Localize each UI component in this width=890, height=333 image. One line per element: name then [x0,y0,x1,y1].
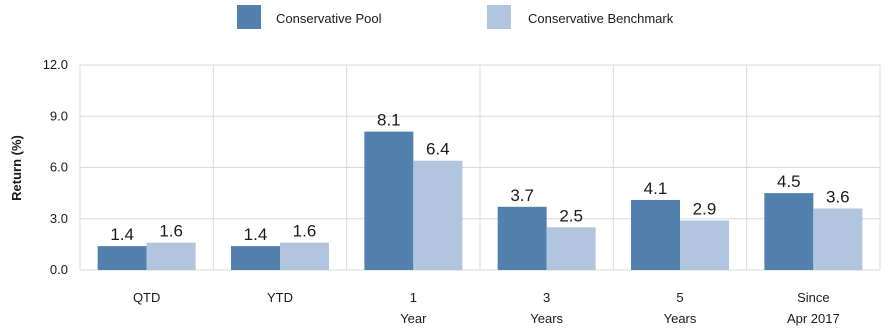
bar-pool [631,199,680,270]
x-axis-ticks: QTD YTD 1 Year 3 Years 5 Years Since Apr 2017 [133,290,840,326]
bar-benchmark [546,227,596,270]
x-tick-label: YTD [267,290,293,305]
x-tick-label: 5 [676,290,683,305]
data-label: 4.5 [777,172,801,191]
x-tick-label: Year [400,311,427,326]
legend-swatch-conservative-pool [237,5,261,29]
y-axis-label: Return (%) [9,135,24,201]
x-tick-label: Years [664,311,697,326]
gridlines [79,64,881,271]
data-label: 2.5 [559,206,583,225]
data-label: 1.6 [159,222,183,241]
data-label: 6.4 [426,140,450,159]
bar-pool [231,246,280,270]
data-label: 3.6 [826,188,850,207]
x-tick-label: 3 [543,290,550,305]
data-label: 1.4 [244,225,268,244]
data-label: 3.7 [510,186,534,205]
bar-benchmark [280,242,329,270]
bar-pool [497,206,547,270]
bar-benchmark [813,208,863,270]
bar-pool [97,246,147,270]
data-label: 2.9 [693,199,717,218]
y-tick-label: 3.0 [50,211,68,226]
data-label: 1.6 [293,222,317,241]
bar-benchmark [146,242,196,270]
data-label: 8.1 [377,111,401,130]
legend-swatch-conservative-benchmark [487,5,511,29]
x-tick-label: Since [797,290,830,305]
data-labels: 1.4 1.6 1.4 1.6 8.1 6.4 3.7 2.5 4.1 2.9 4.5 3.6 [110,111,849,244]
bar-pool [364,131,414,270]
y-tick-label: 9.0 [50,108,68,123]
data-label: 1.4 [110,225,134,244]
data-label: 4.1 [644,179,668,198]
x-tick-label: QTD [133,290,160,305]
x-tick-label: Apr 2017 [787,311,840,326]
y-tick-label: 6.0 [50,160,68,175]
bars [97,131,863,270]
x-tick-label: 1 [410,290,417,305]
legend: Conservative Pool Conservative Benchmark [237,5,674,29]
bar-benchmark [680,220,729,270]
legend-label-conservative-pool: Conservative Pool [276,11,382,26]
legend-label-conservative-benchmark: Conservative Benchmark [528,11,674,26]
x-tick-label: Years [530,311,563,326]
y-tick-label: 0.0 [50,262,68,277]
y-tick-label: 12.0 [43,57,68,72]
bar-benchmark [413,160,463,270]
y-axis-ticks: 0.0 3.0 6.0 9.0 12.0 [43,57,68,277]
bar-pool [764,193,814,270]
